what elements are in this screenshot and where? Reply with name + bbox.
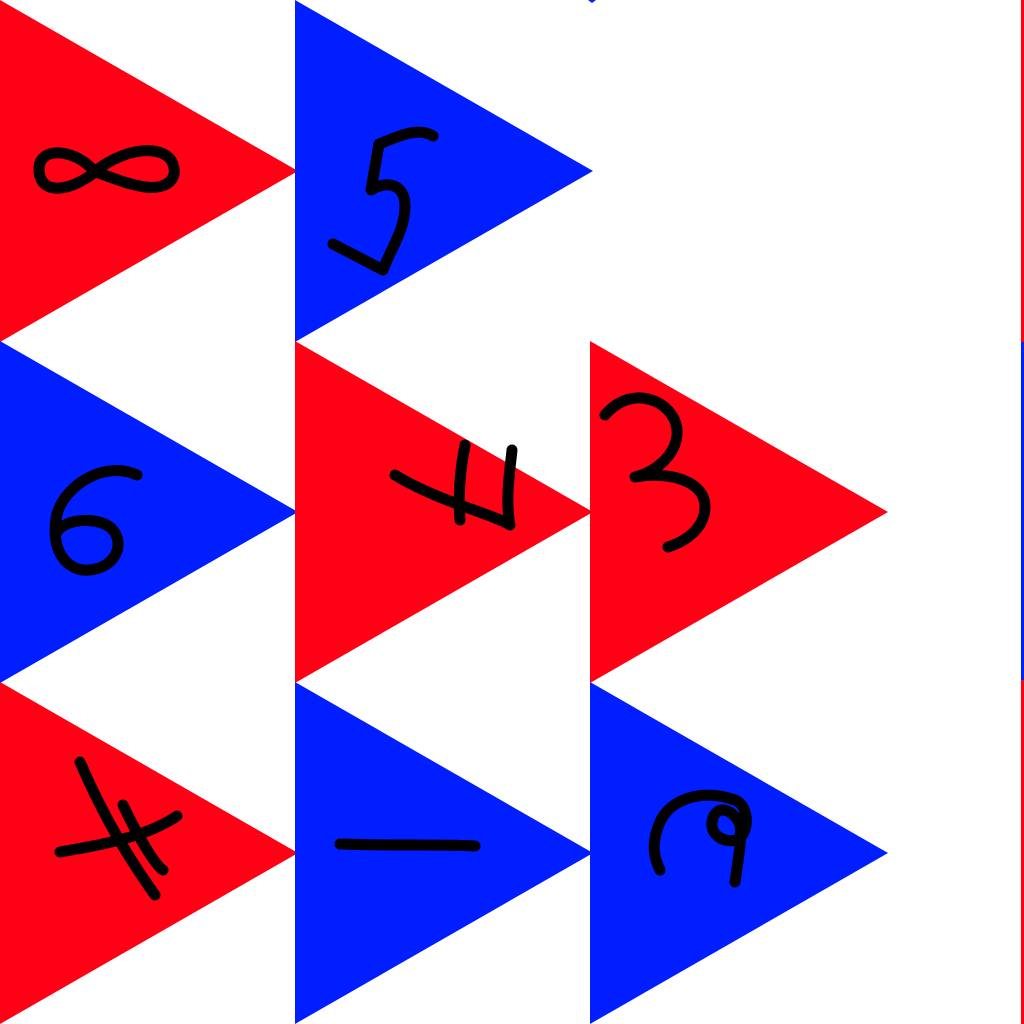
- handwritten-digit-3: [599, 392, 711, 553]
- triangle-tile-3[interactable]: [590, 341, 888, 683]
- triangle-tile-1[interactable]: [295, 682, 593, 1024]
- edge-tile-right-blue-fragment: [1021, 342, 1024, 680]
- triangle-tile-8[interactable]: [0, 0, 298, 342]
- handwritten-digit-2: [648, 789, 752, 888]
- triangle-tile-shape: [590, 341, 888, 683]
- handwritten-digit-5: [327, 126, 439, 276]
- triangle-tile-7[interactable]: [295, 341, 593, 683]
- handwritten-digit-8: [33, 145, 180, 194]
- triangle-tile-2[interactable]: [590, 682, 888, 1024]
- edge-tile-top-fragment: [588, 0, 596, 3]
- triangle-tile-shape: [295, 682, 593, 1024]
- handwritten-digit-1: [334, 838, 481, 852]
- triangle-tile-shape: [0, 0, 298, 342]
- triangle-tile-shape: [0, 341, 298, 683]
- triangle-tile-5[interactable]: [295, 0, 593, 342]
- edge-tile-right-red-fragment-2: [1021, 680, 1024, 1024]
- handwritten-digit-4: [54, 756, 183, 901]
- triangle-tile-shape: [295, 0, 593, 342]
- triangle-tile-6[interactable]: [0, 341, 298, 683]
- triangle-tile-shape: [295, 341, 593, 683]
- handwritten-digit-7: [389, 439, 518, 531]
- triangle-tile-4[interactable]: [0, 682, 298, 1024]
- handwritten-digit-6: [49, 465, 143, 576]
- edge-tile-right-red-fragment: [1021, 0, 1024, 342]
